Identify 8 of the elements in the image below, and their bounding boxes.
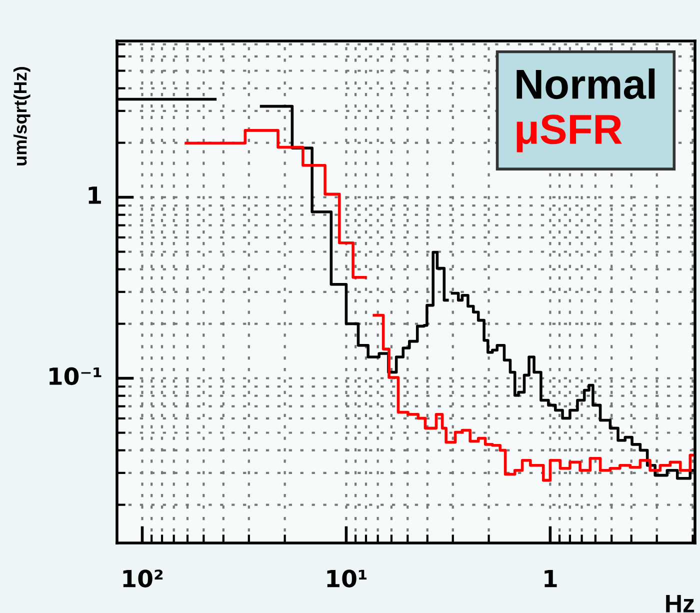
x-tick-label: 10² xyxy=(123,570,163,588)
text: Normal xyxy=(516,68,655,100)
y-axis-title: um/sqrt(Hz) xyxy=(13,67,30,166)
x-axis-title: Hz xyxy=(666,595,694,612)
text: μSFR xyxy=(516,114,622,152)
x-tick-label: 10¹ xyxy=(327,570,366,588)
y-tick-label: 10⁻¹ xyxy=(50,367,102,386)
x-tick-label: 1 xyxy=(544,570,557,588)
